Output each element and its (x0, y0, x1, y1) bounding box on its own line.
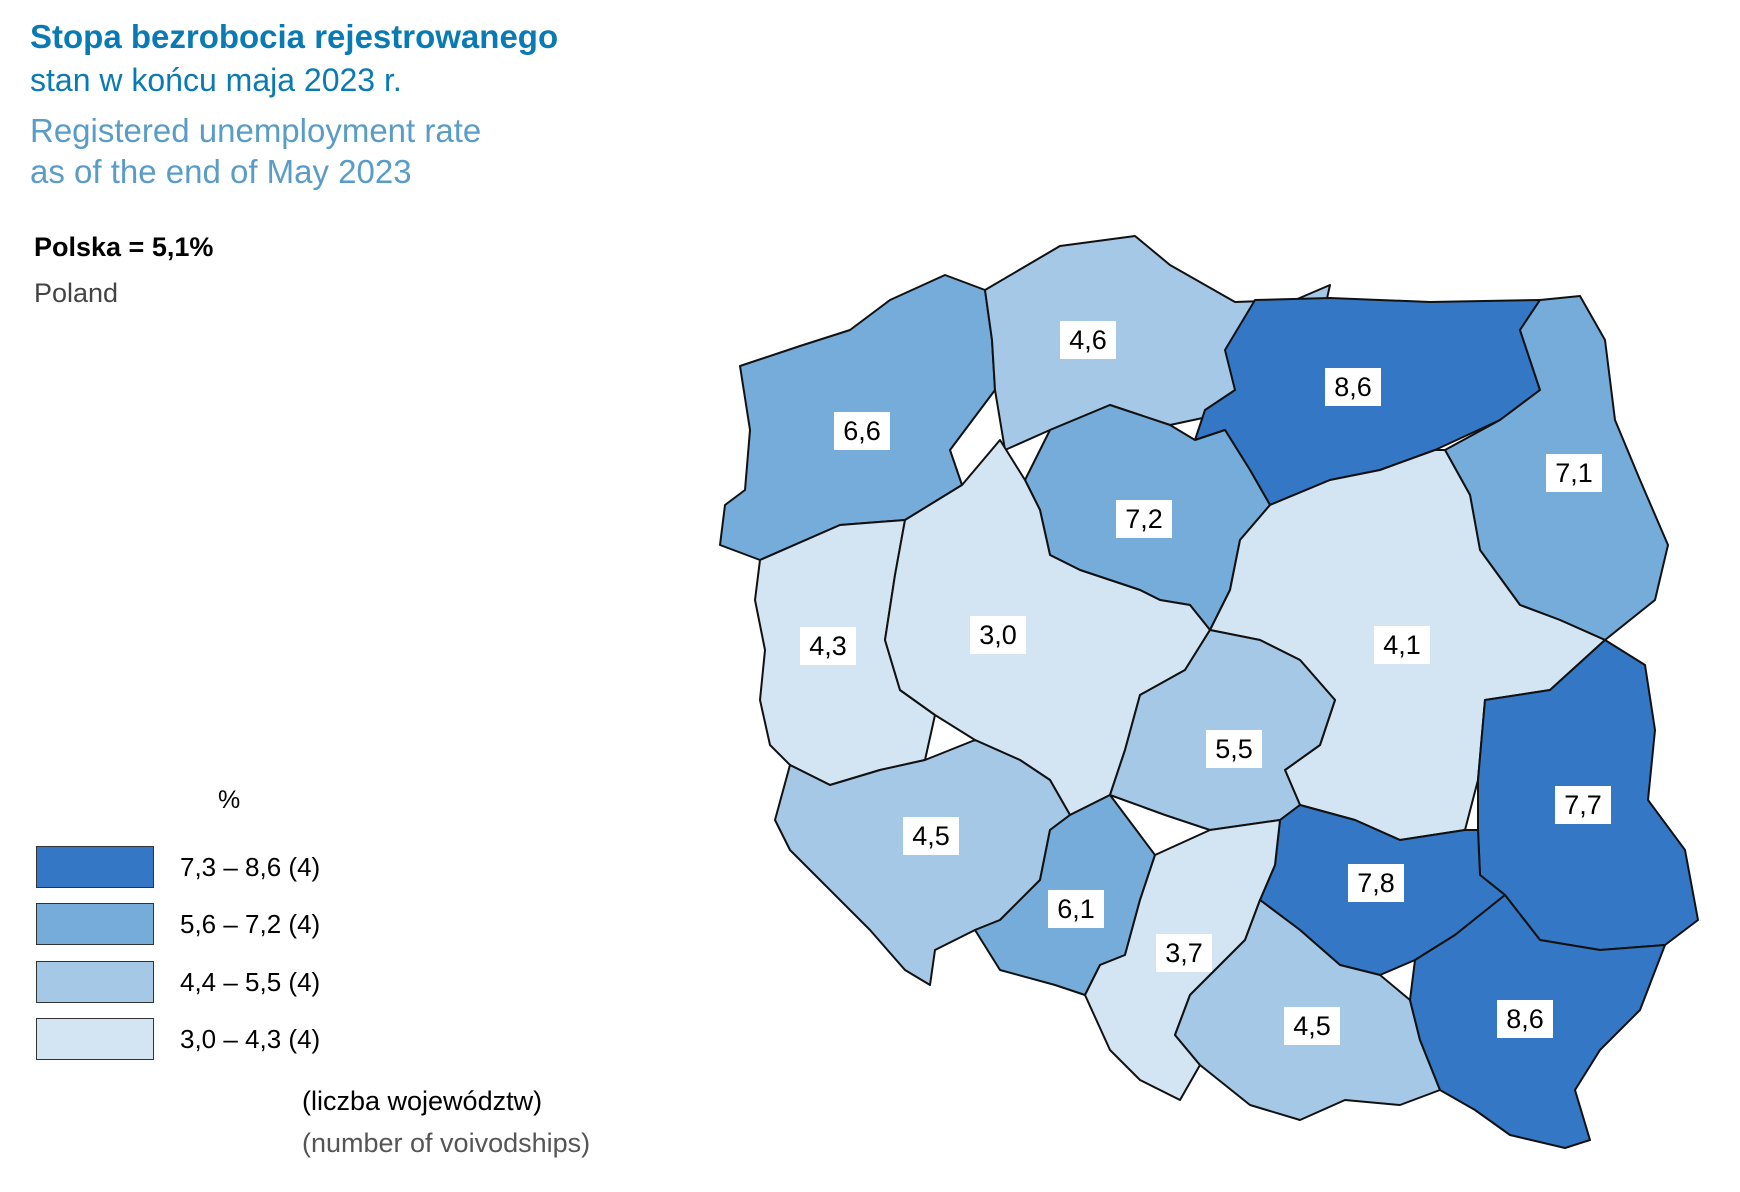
region-value-warminsko-mazurskie: 8,6 (1325, 368, 1381, 406)
region-value-text: 7,8 (1357, 868, 1395, 898)
region-value-swietokrzyskie: 7,8 (1348, 864, 1404, 902)
legend-note-english: (number of voivodships) (302, 1128, 591, 1158)
legend-unit: % (218, 786, 241, 814)
region-value-text: 3,0 (979, 620, 1017, 650)
region-value-lubuskie: 4,3 (800, 627, 856, 665)
region-value-kujawsko-pomorskie: 7,2 (1116, 500, 1172, 538)
legend-swatch (36, 903, 154, 945)
region-value-text: 3,7 (1165, 938, 1203, 968)
region-value-malopolskie: 4,5 (1284, 1007, 1340, 1045)
title-polish: Stopa bezrobocia rejestrowanego (30, 18, 559, 55)
legend-label: 4,4 – 5,5 (4) (180, 967, 321, 997)
region-value-text: 7,1 (1555, 458, 1593, 488)
subtitle-english: as of the end of May 2023 (30, 153, 412, 190)
legend-swatch (36, 846, 154, 888)
legend-swatch (36, 961, 154, 1003)
region-value-podlaskie: 7,1 (1546, 454, 1602, 492)
region-value-podkarpackie: 8,6 (1497, 1000, 1553, 1038)
legend-note: (liczba województw) (302, 1086, 543, 1116)
region-value-lubelskie: 7,7 (1555, 786, 1611, 824)
region-value-text: 8,6 (1506, 1004, 1544, 1034)
legend-item-class-4: 3,0 – 4,3 (4) (36, 1018, 396, 1062)
region-value-wielkopolskie: 3,0 (970, 616, 1026, 654)
region-value-text: 4,3 (809, 631, 847, 661)
legend-label: 3,0 – 4,3 (4) (180, 1024, 321, 1054)
title-english: Registered unemployment rate (30, 112, 482, 149)
region-value-mazowieckie: 4,1 (1374, 626, 1430, 664)
region-value-text: 4,5 (912, 821, 950, 851)
subtitle-polish: stan w końcu maja 2023 r. (30, 62, 402, 98)
region-value-lodzkie: 5,5 (1206, 730, 1262, 768)
region-value-text: 4,1 (1383, 630, 1421, 660)
legend-item-class-1: 7,3 – 8,6 (4) (36, 846, 396, 890)
region-value-text: 5,5 (1215, 734, 1253, 764)
region-value-text: 8,6 (1334, 372, 1372, 402)
region-value-text: 4,6 (1069, 325, 1107, 355)
region-value-text: 6,1 (1057, 894, 1095, 924)
region-value-opolskie: 6,1 (1048, 890, 1104, 928)
region-value-pomorskie: 4,6 (1060, 321, 1116, 359)
national-rate-english: Poland (34, 278, 119, 308)
region-value-text: 7,7 (1564, 790, 1602, 820)
legend-item-class-3: 4,4 – 5,5 (4) (36, 961, 396, 1005)
legend-label: 7,3 – 8,6 (4) (180, 852, 321, 882)
region-value-text: 4,5 (1293, 1011, 1331, 1041)
legend-item-class-2: 5,6 – 7,2 (4) (36, 903, 396, 947)
legend-swatch (36, 1018, 154, 1060)
region-value-dolnoslaskie: 4,5 (903, 817, 959, 855)
region-value-zachodniopomorskie: 6,6 (834, 412, 890, 450)
legend-label: 5,6 – 7,2 (4) (180, 909, 321, 939)
national-rate: Polska = 5,1% (34, 232, 214, 262)
region-value-slaskie: 3,7 (1156, 934, 1212, 972)
region-value-text: 6,6 (843, 416, 881, 446)
region-value-text: 7,2 (1125, 504, 1163, 534)
